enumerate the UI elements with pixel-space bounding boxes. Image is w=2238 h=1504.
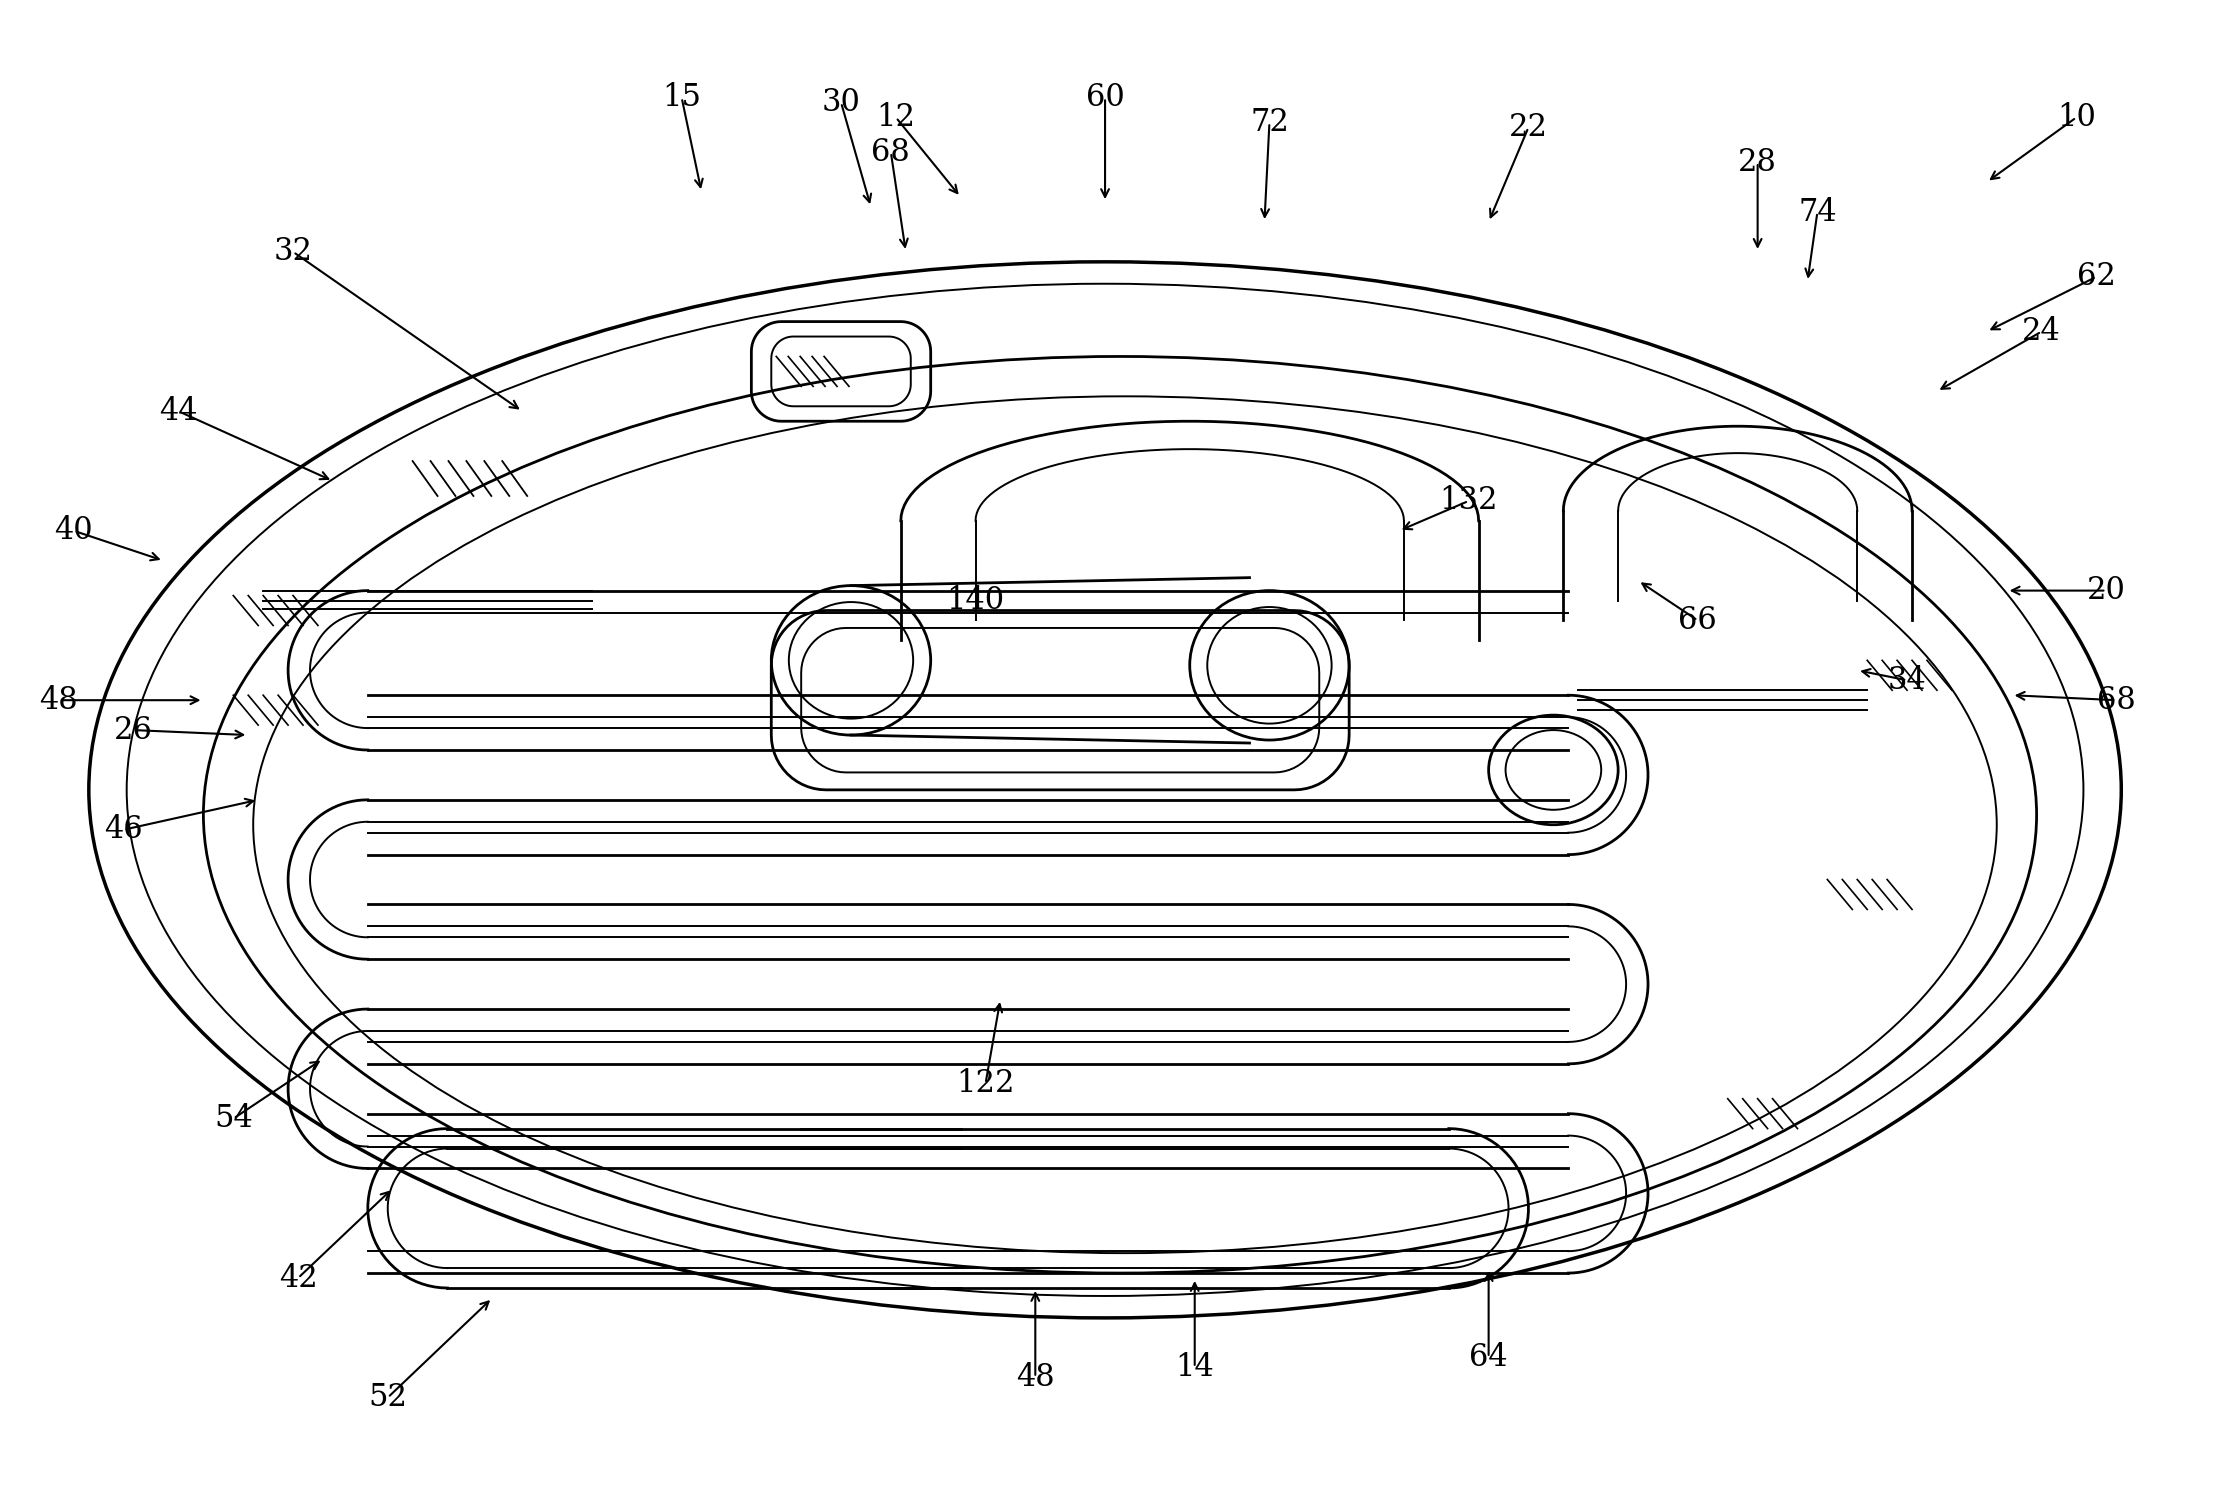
Text: 54: 54 bbox=[215, 1102, 253, 1134]
Text: 10: 10 bbox=[2057, 102, 2097, 132]
Text: 46: 46 bbox=[105, 814, 143, 845]
Text: 15: 15 bbox=[662, 81, 700, 113]
Text: 14: 14 bbox=[1175, 1352, 1213, 1384]
Text: 34: 34 bbox=[1887, 665, 1927, 696]
Text: 132: 132 bbox=[1439, 486, 1497, 516]
Text: 62: 62 bbox=[2077, 262, 2115, 292]
Text: 42: 42 bbox=[280, 1262, 318, 1293]
Text: 22: 22 bbox=[1508, 111, 1549, 143]
Text: 68: 68 bbox=[2097, 684, 2135, 716]
Text: 40: 40 bbox=[54, 516, 94, 546]
Text: 28: 28 bbox=[1739, 147, 1777, 177]
Text: 74: 74 bbox=[1797, 197, 1837, 227]
Text: 24: 24 bbox=[2023, 316, 2061, 347]
Text: 52: 52 bbox=[369, 1382, 407, 1414]
Text: 48: 48 bbox=[1016, 1363, 1054, 1393]
Text: 66: 66 bbox=[1678, 605, 1717, 636]
Text: 60: 60 bbox=[1085, 81, 1123, 113]
Text: 48: 48 bbox=[40, 684, 78, 716]
Text: 140: 140 bbox=[947, 585, 1005, 617]
Ellipse shape bbox=[90, 262, 2122, 1318]
Text: 26: 26 bbox=[114, 714, 152, 746]
Text: 30: 30 bbox=[821, 87, 859, 117]
Text: 12: 12 bbox=[877, 102, 915, 132]
Text: 64: 64 bbox=[1470, 1342, 1508, 1373]
Text: 20: 20 bbox=[2086, 575, 2126, 606]
Text: 32: 32 bbox=[273, 236, 313, 268]
Text: 68: 68 bbox=[871, 137, 911, 168]
Text: 44: 44 bbox=[159, 396, 197, 427]
Text: 122: 122 bbox=[956, 1068, 1014, 1099]
Text: 72: 72 bbox=[1251, 107, 1289, 138]
